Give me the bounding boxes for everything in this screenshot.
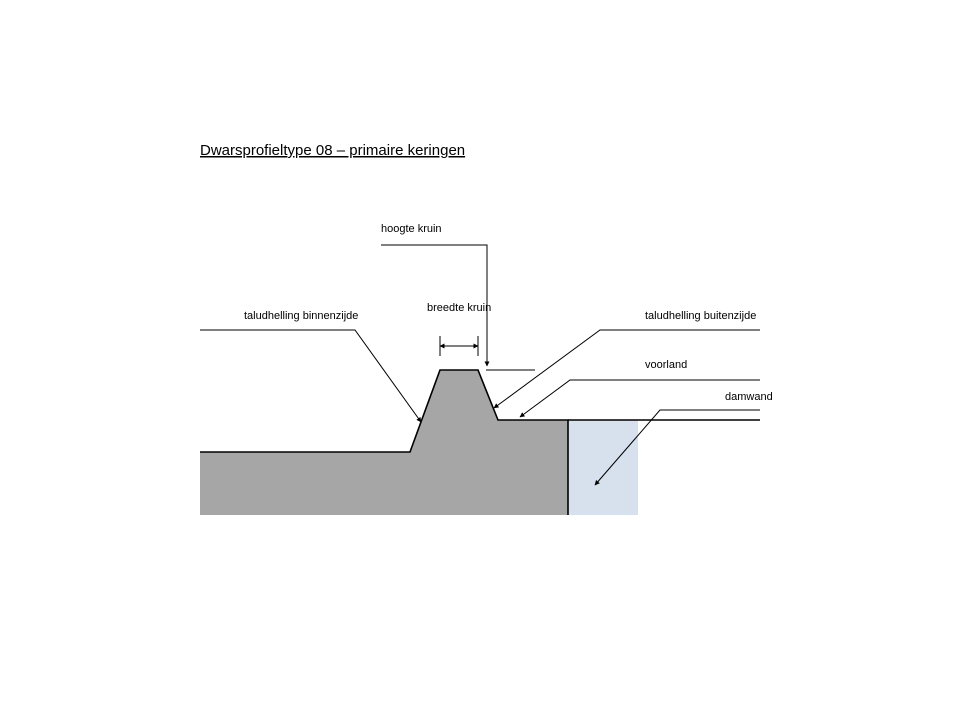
label-damwand: damwand: [725, 391, 773, 403]
label-taludhelling-buitenzijde: taludhelling buitenzijde: [645, 310, 756, 322]
water-block: [568, 420, 638, 515]
annotation-voorland: [520, 380, 760, 417]
dim-breedte-kruin: [440, 336, 478, 356]
dike-cross-section: [200, 370, 568, 515]
cross-section-diagram: Dwarsprofieltype 08 – primaire keringen …: [0, 0, 960, 720]
label-breedte-kruin: breedte kruin: [427, 302, 491, 314]
label-voorland: voorland: [645, 359, 687, 371]
annotation-taludhelling-binnenzijde: [200, 330, 421, 422]
label-hoogte-kruin: hoogte kruin: [381, 223, 442, 235]
diagram-title: Dwarsprofieltype 08 – primaire keringen: [200, 142, 465, 159]
annotation-taludhelling-buitenzijde: [494, 330, 760, 408]
label-taludhelling-binnenzijde: taludhelling binnenzijde: [244, 310, 358, 322]
